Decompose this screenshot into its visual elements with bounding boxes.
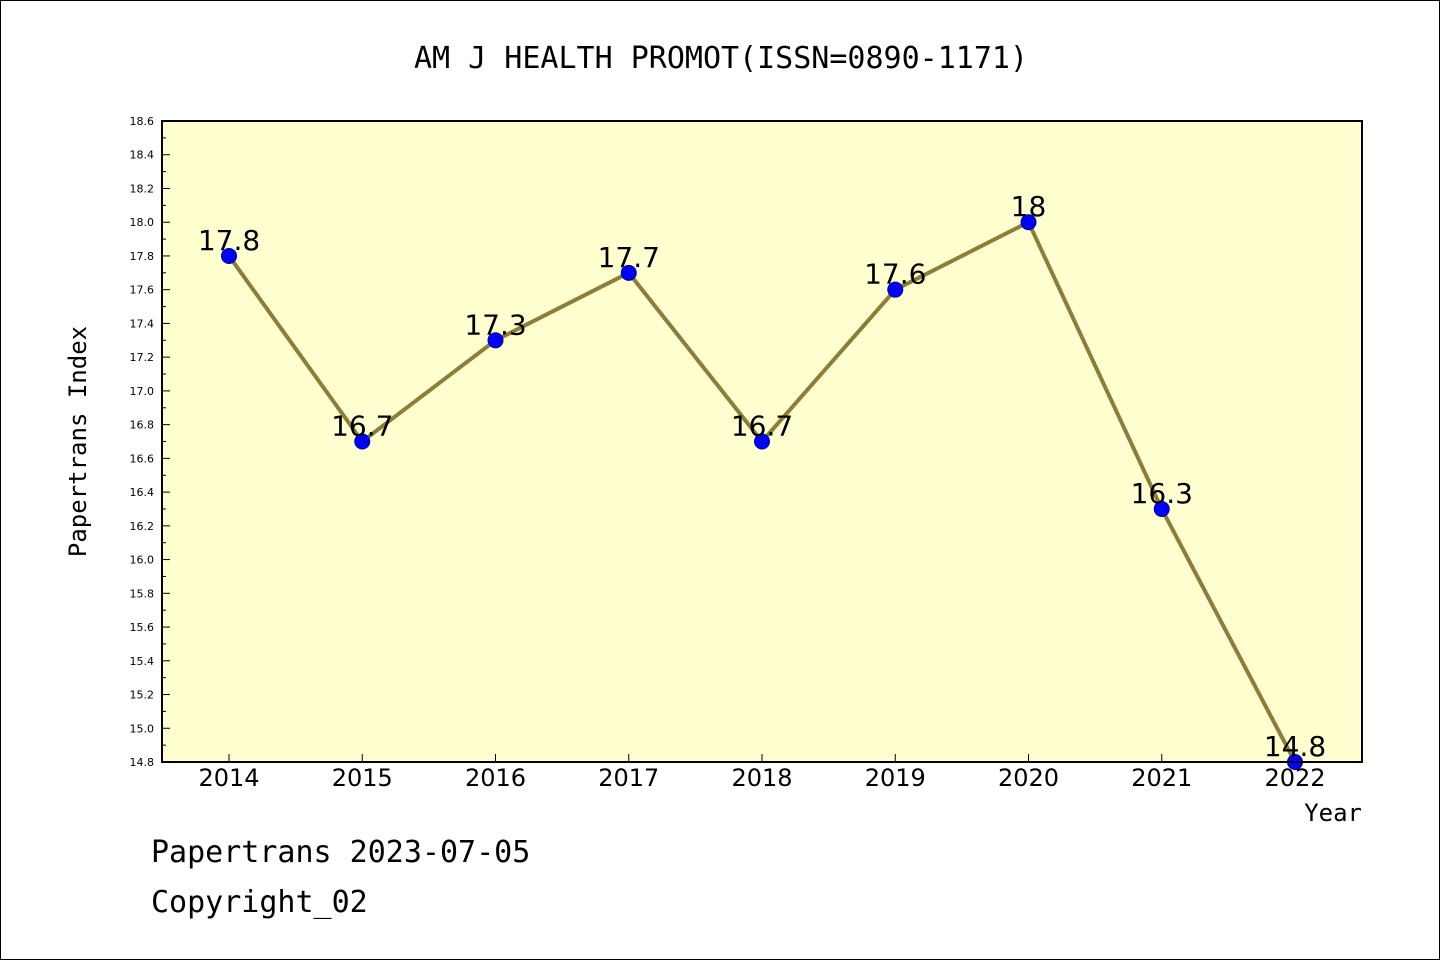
data-point-marker [620,264,637,281]
data-label: 17.6 [864,258,926,291]
y-tick-label: 18.4 [130,149,155,162]
y-tick-label: 16.2 [130,520,155,533]
y-axis-label: Papertrans Index [64,326,92,557]
x-tick-label: 2021 [1131,764,1192,792]
x-tick-label: 2019 [865,764,926,792]
data-label: 14.8 [1264,730,1326,763]
data-point-marker [887,281,904,298]
y-tick-label: 15.2 [130,689,155,702]
series-line-group: 17.8 16.7 17.3 17.7 16.7 17.6 18 16.3 14.8 [198,190,1326,770]
data-label: 16.7 [331,410,393,443]
y-tick-label: 15.0 [130,722,155,735]
data-point-marker [754,433,770,450]
y-tick-label: 16.4 [130,486,155,499]
data-label: 16.3 [1131,477,1193,510]
y-tick-label: 17.4 [130,317,155,330]
y-tick-label: 16.6 [130,452,155,465]
x-tick-label: 2018 [731,764,792,792]
x-tick-label: 2016 [465,764,526,792]
data-point-marker [1153,500,1170,517]
data-label: 18 [1011,190,1047,223]
y-tick-label: 15.4 [130,655,155,668]
x-tick-label: 2017 [598,764,659,792]
y-tick-label: 17.0 [130,385,155,398]
data-label: 16.7 [731,410,793,443]
y-tick-label: 14.8 [130,756,155,769]
data-point-marker [354,433,371,450]
y-tick-label: 16.0 [130,554,155,567]
data-label: 17.3 [464,308,526,341]
x-tick-label: 2020 [998,764,1059,792]
y-tick-label: 15.8 [130,587,155,600]
x-tick-label: 2014 [198,764,259,792]
footer-copyright-text: Copyright_02 [151,885,368,920]
y-axis-ticks: 14.8 15.0 15.2 15.4 15.6 15.8 16.0 16.2 16.4 16.6… [130,115,170,769]
footer-date-text: Papertrans 2023-07-05 [151,835,531,870]
y-tick-label: 17.2 [130,351,155,364]
data-point-marker [221,247,237,264]
y-tick-label: 18.2 [130,182,155,195]
y-tick-label: 17.8 [130,250,155,263]
data-point-marker [487,332,504,349]
data-label: 17.8 [198,224,260,257]
y-tick-label: 18.0 [130,216,155,229]
plot-border [161,120,1363,763]
y-tick-label: 18.6 [130,115,155,128]
y-tick-label: 15.6 [130,621,155,634]
y-tick-label: 17.6 [130,284,155,297]
x-axis-label: Year [1304,799,1362,827]
x-tick-label: 2015 [332,764,393,792]
y-tick-label: 16.8 [130,419,155,432]
data-label: 17.7 [598,241,660,274]
data-point-marker [1020,214,1037,231]
chart-title: AM J HEALTH PROMOT(ISSN=0890-1171) [414,41,1028,76]
